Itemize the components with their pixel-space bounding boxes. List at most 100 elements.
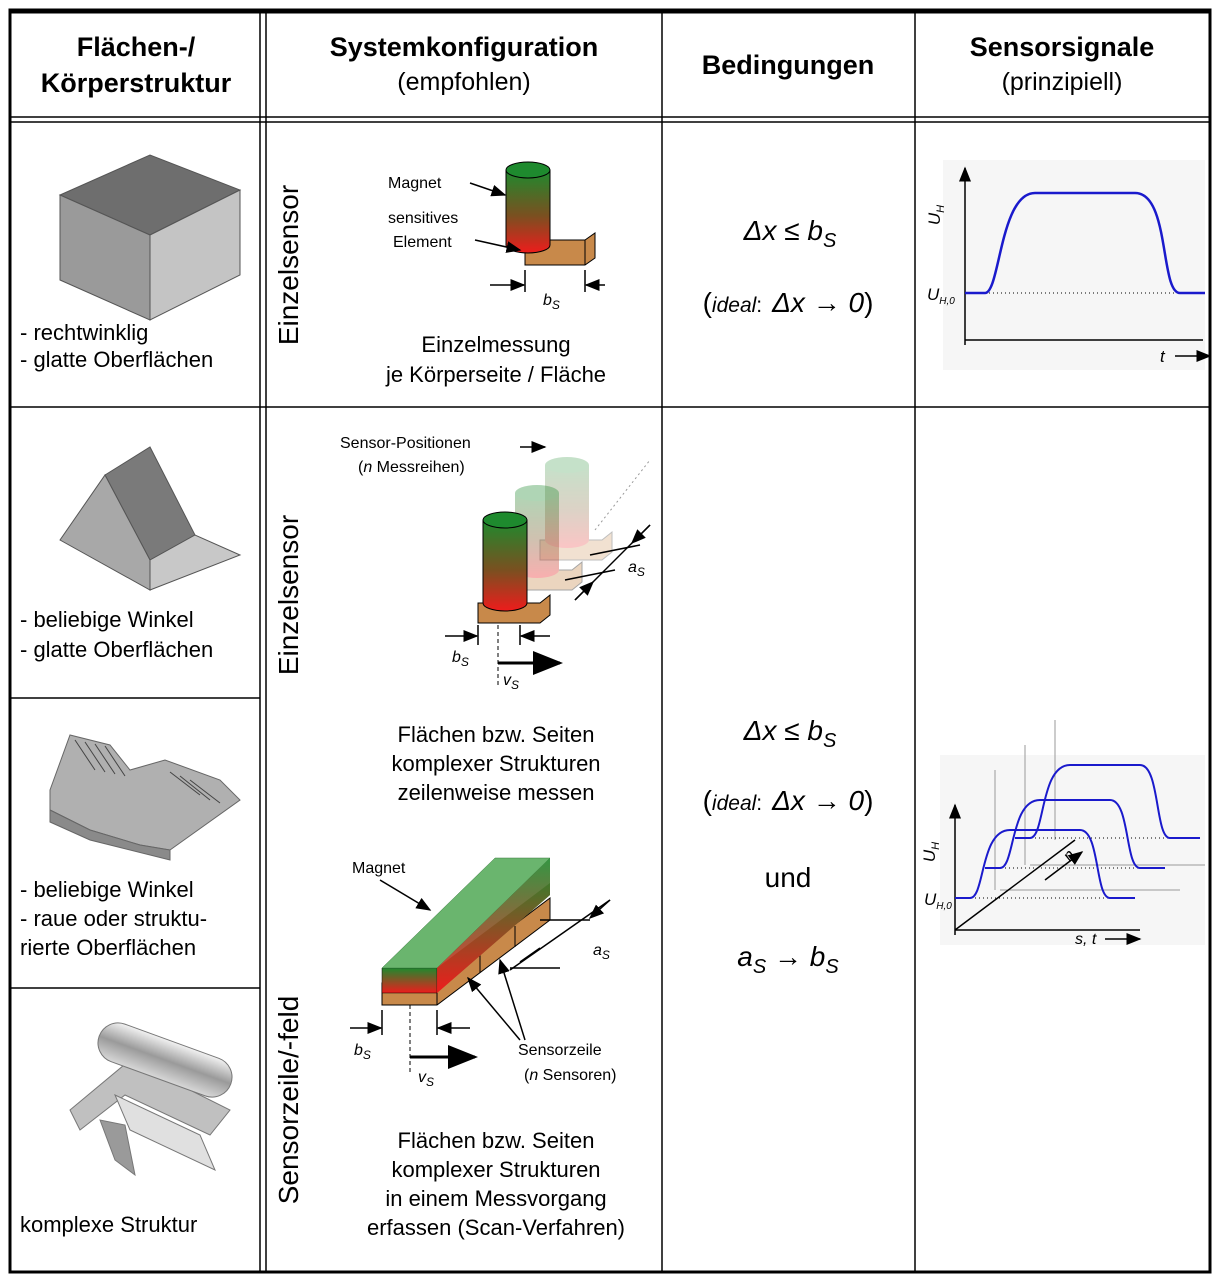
subscript: S [637,565,645,579]
subscript: S [823,730,837,752]
diagram-label: bS [452,649,469,669]
structure-roof [60,447,240,590]
symbol: b [452,649,461,666]
single-sensor-illustration [470,162,605,292]
table-header: Flächen-/ Körperstruktur Systemkonfigura… [41,32,1155,98]
signal-plot-3d [940,720,1205,945]
text-part: ) [864,785,873,816]
structure-box [60,155,240,320]
config-caption: Einzelmessung [421,332,570,357]
formula: Δx ≤ b [743,715,823,746]
text-part: Sensoren) [538,1067,616,1084]
subscript: S [825,956,839,978]
single-sensor-illustration-part [506,170,550,253]
diagram-label: Magnet [388,175,442,192]
config-mode: Einzelsensor [273,515,304,675]
diagram-label: (n Sensoren) [524,1067,617,1084]
comparison-table: Flächen-/ Körperstruktur Systemkonfigura… [0,0,1218,1275]
text-part: : [756,792,762,815]
text-part: ideal [712,792,758,815]
subscript: H [930,842,942,850]
config-caption: komplexer Strukturen [391,1157,600,1182]
scan-sensor-illustration-part-part [545,457,589,473]
subscript: S [426,1075,434,1089]
config-caption: in einem Messvorgang [385,1186,606,1211]
subscript: S [753,956,767,978]
header-title: Bedingungen [702,50,874,80]
structure-text: - glatte Oberflächen [20,637,213,662]
sensor-line-illustration-part [382,968,437,993]
structure-rough [50,735,240,860]
symbol: U [920,849,939,862]
symbol: U [927,285,940,304]
subscript: S [461,655,469,669]
subscript: H,0 [936,901,952,912]
structure-complex [70,1017,238,1175]
axis-label: s, t [1075,931,1097,948]
structure-text: komplexe Struktur [20,1212,197,1237]
axis-label: UH [920,842,942,862]
formula: → b [766,941,825,972]
condition: aS → bS [737,941,839,978]
diagram-label: aS [593,942,610,962]
symbol: b [543,292,552,309]
symbol: a [593,942,602,959]
scan-sensor-illustration-part [483,520,527,611]
symbol: U [924,890,937,909]
text-part: : [756,294,762,317]
header-note: (prinzipiell) [1002,68,1123,96]
condition: (ideal:Δx → 0) [703,287,874,318]
subscript: S [552,298,560,312]
diagram-label: Element [393,234,452,251]
diagram-label: Sensor-Positionen [340,435,471,452]
structure-text: rierte Oberflächen [20,935,196,960]
condition: Δx ≤ bS [743,715,837,752]
structure-text: - raue oder struktu- [20,906,207,931]
subscript: S [823,230,837,252]
diagram-label: Magnet [352,860,406,877]
sensor-line-illustration-part [468,978,520,1040]
symbol: n [363,459,372,476]
structure-text: - beliebige Winkel [20,877,194,902]
subscript: S [511,678,519,692]
subscript: H,0 [939,296,955,307]
condition: Δx ≤ bS [743,215,837,252]
formula: Δx → 0 [771,287,864,318]
single-sensor-illustration-part [470,183,505,195]
sensor-line-illustration-part [520,948,540,962]
header-title: Sensorsignale [970,32,1155,62]
scan-sensor-illustration [445,447,650,685]
config-caption: komplexer Strukturen [391,751,600,776]
structure-text: - rechtwinklig [20,320,148,345]
config-mode: Einzelsensor [273,185,304,345]
formula: Δx → 0 [771,785,864,816]
diagram-label: vS [503,672,519,692]
diagram-label: vS [418,1069,434,1089]
text-part: ideal [712,294,758,317]
header-title: Körperstruktur [41,68,232,98]
config-caption: erfassen (Scan-Verfahren) [367,1215,625,1240]
formula: Δx ≤ b [743,215,823,246]
header-note: (empfohlen) [397,68,530,96]
single-sensor-illustration-part [506,162,550,178]
config-caption: Flächen bzw. Seiten [398,722,595,747]
signal-plot [943,160,1210,370]
config-caption: zeilenweise messen [398,780,595,805]
formula: a [737,941,753,972]
config-caption: je Körperseite / Fläche [385,362,606,387]
symbol: U [925,212,944,225]
scan-sensor-illustration-part [632,525,650,543]
config-caption: Flächen bzw. Seiten [398,1128,595,1153]
diagram-label: (n Messreihen) [358,459,465,476]
sensor-line-illustration-part [380,880,430,910]
config-mode: Sensorzeile/-feld [273,996,304,1205]
header-title: Systemkonfiguration [330,32,599,62]
symbol: a [628,559,637,576]
axis-label: UH [925,205,947,225]
scan-sensor-illustration-part [595,460,650,530]
subscript: S [602,948,610,962]
symbol: n [529,1067,538,1084]
diagram-label: bS [543,292,560,312]
diagram-label: bS [354,1042,371,1062]
structure-text: - glatte Oberflächen [20,347,213,372]
